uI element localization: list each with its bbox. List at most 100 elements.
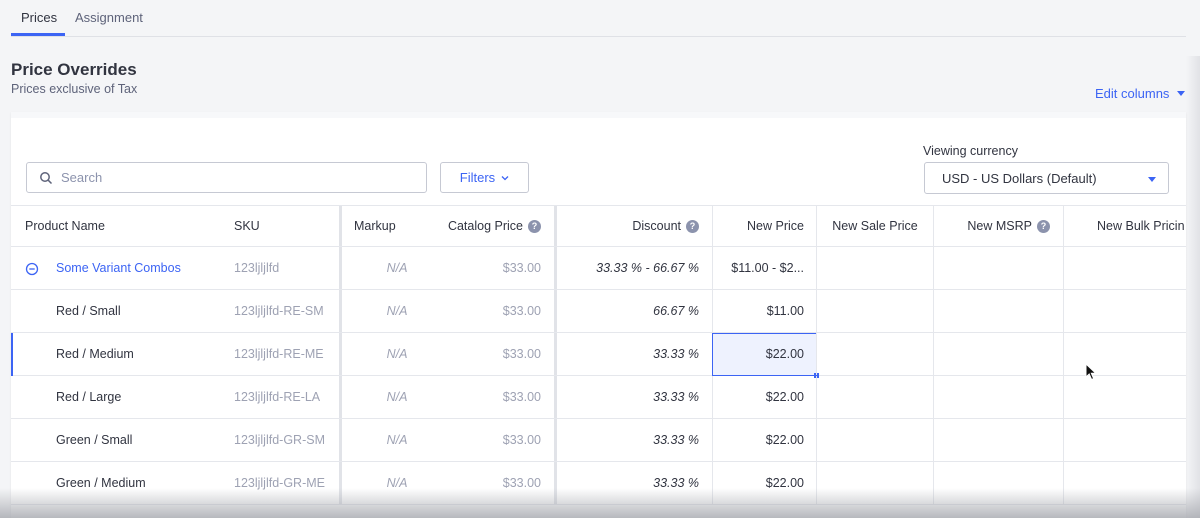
discount-cell: 33.33 % - 66.67 % — [596, 261, 699, 275]
column-divider — [816, 333, 817, 375]
product-name-link[interactable]: Some Variant Combos — [56, 261, 181, 275]
column-divider — [554, 376, 557, 418]
column-header-discount[interactable]: Discount ? — [556, 206, 699, 246]
new-price-cell[interactable]: $11.00 — [766, 304, 804, 318]
column-divider — [339, 333, 342, 375]
question-circle-icon[interactable]: ? — [686, 219, 699, 233]
caret-down-icon — [1148, 177, 1156, 182]
new-price-cell[interactable]: $22.00 — [765, 347, 804, 361]
column-divider — [1063, 419, 1064, 461]
minus-circle-icon[interactable] — [25, 262, 39, 276]
table-row: Red / Small 123ljljlfd-RE-SM N/A $33.00 … — [11, 290, 1186, 333]
fill-handle[interactable] — [814, 373, 819, 378]
column-divider — [1063, 290, 1064, 332]
filters-button[interactable]: Filters — [440, 162, 529, 193]
column-divider — [933, 333, 934, 375]
column-divider — [1063, 376, 1064, 418]
page-title: Price Overrides — [11, 60, 137, 79]
column-divider — [339, 462, 342, 504]
active-tab-indicator — [11, 33, 65, 36]
column-header-new-price[interactable]: New Price — [747, 219, 804, 233]
search-box[interactable] — [26, 162, 427, 193]
horizontal-scroll-shadow — [1186, 56, 1200, 518]
sku-cell: 123ljljlfd-RE-SM — [234, 304, 324, 318]
catalog-price-cell: $33.00 — [502, 347, 541, 361]
table-row: Green / Small 123ljljlfd-GR-SM N/A $33.0… — [11, 419, 1186, 462]
table-row: Red / Large 123ljljlfd-RE-LA N/A $33.00 … — [11, 376, 1186, 419]
column-header-markup[interactable]: Markup — [354, 219, 396, 233]
sku-cell: 123ljljlfd-RE-ME — [234, 347, 324, 361]
column-header-sku[interactable]: SKU — [234, 219, 260, 233]
column-divider — [816, 376, 817, 418]
catalog-price-cell: $33.00 — [502, 433, 541, 447]
catalog-price-cell: $33.00 — [502, 304, 541, 318]
column-divider — [339, 247, 342, 289]
edit-columns-label: Edit columns — [1095, 86, 1170, 101]
column-divider — [554, 247, 557, 289]
tab-bar: Prices Assignment — [11, 0, 1186, 37]
catalog-price-label: Catalog Price — [447, 219, 523, 233]
column-header-new-bulk-pricing[interactable]: New Bulk Pricin — [1097, 219, 1185, 233]
tab-assignment[interactable]: Assignment — [75, 10, 143, 25]
column-divider — [1063, 206, 1064, 246]
new-msrp-label: New MSRP — [967, 219, 1032, 233]
sku-cell: 123ljljlfd-RE-LA — [234, 390, 321, 404]
currency-select[interactable]: USD - US Dollars (Default) — [924, 162, 1169, 194]
markup-cell: N/A — [386, 347, 408, 361]
card-top-strip — [11, 112, 1186, 118]
table-row-selected: Red / Medium 123ljljlfd-RE-ME N/A $33.00… — [11, 333, 1186, 378]
discount-cell: 33.33 % — [653, 476, 699, 490]
column-header-new-msrp[interactable]: New MSRP ? — [934, 206, 1050, 246]
new-price-cell[interactable]: $11.00 - $2... — [731, 261, 804, 275]
currency-value: USD - US Dollars (Default) — [942, 170, 1097, 186]
chevron-down-icon — [501, 175, 509, 180]
question-circle-icon[interactable]: ? — [528, 219, 541, 233]
search-input[interactable] — [61, 170, 391, 185]
new-price-cell[interactable]: $22.00 — [765, 433, 804, 447]
question-circle-icon[interactable]: ? — [1037, 219, 1050, 233]
sku-cell: 123ljljlfd — [234, 261, 280, 275]
variant-name-cell: Red / Medium — [56, 347, 134, 361]
column-divider — [933, 462, 934, 504]
price-table: Product Name SKU Markup Catalog Price ? … — [11, 205, 1186, 505]
markup-cell: N/A — [386, 476, 408, 490]
column-divider — [712, 419, 713, 461]
new-price-cell[interactable]: $22.00 — [765, 390, 804, 404]
discount-cell: 66.67 % — [653, 304, 699, 318]
markup-cell: N/A — [386, 304, 408, 318]
column-divider — [816, 206, 817, 246]
edit-columns-button[interactable]: Edit columns — [1095, 86, 1186, 101]
mouse-pointer-icon — [1085, 363, 1097, 381]
column-divider — [554, 333, 557, 375]
column-divider — [554, 419, 557, 461]
column-header-catalog-price[interactable]: Catalog Price ? — [355, 206, 541, 246]
variant-name-cell: Green / Small — [56, 433, 133, 447]
sku-cell: 123ljljlfd-GR-ME — [234, 476, 325, 490]
caret-down-icon — [1177, 91, 1186, 96]
column-header-new-sale-price[interactable]: New Sale Price — [832, 219, 918, 233]
tab-prices[interactable]: Prices — [21, 10, 58, 25]
table-row-parent: Some Variant Combos 123ljljlfd N/A $33.0… — [11, 247, 1186, 290]
column-divider — [1063, 333, 1064, 375]
column-divider — [933, 206, 934, 246]
catalog-price-cell: $33.00 — [502, 390, 541, 404]
column-divider — [816, 462, 817, 504]
new-price-cell[interactable]: $22.00 — [765, 476, 804, 490]
selected-cell-highlight — [712, 333, 819, 378]
catalog-price-cell: $33.00 — [502, 261, 541, 275]
markup-cell: N/A — [386, 261, 408, 275]
column-divider — [933, 247, 934, 289]
catalog-price-cell: $33.00 — [502, 476, 541, 490]
column-divider — [554, 290, 557, 332]
column-divider — [712, 376, 713, 418]
price-overrides-card: Filters Viewing currency USD - US Dollar… — [11, 112, 1186, 518]
sku-cell: 123ljljlfd-GR-SM — [234, 433, 325, 447]
page-subtitle: Prices exclusive of Tax — [11, 82, 138, 96]
column-header-product-name[interactable]: Product Name — [25, 219, 105, 233]
variant-name-cell: Red / Small — [56, 304, 121, 318]
column-divider — [554, 206, 557, 246]
markup-cell: N/A — [386, 390, 408, 404]
active-row-marker — [11, 333, 13, 376]
column-divider — [816, 247, 817, 289]
currency-label: Viewing currency — [923, 144, 1018, 158]
